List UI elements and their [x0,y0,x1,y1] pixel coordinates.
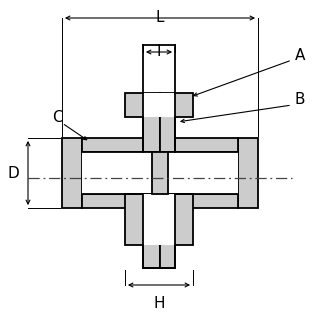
Polygon shape [143,194,175,245]
Polygon shape [82,194,238,208]
Polygon shape [82,152,238,194]
Text: B: B [295,92,306,108]
Text: A: A [295,48,305,62]
Polygon shape [125,93,160,152]
Polygon shape [160,194,193,268]
Polygon shape [62,138,82,208]
Polygon shape [238,138,258,208]
Text: C: C [52,111,63,125]
Polygon shape [125,194,160,268]
Polygon shape [152,152,168,194]
Text: I: I [157,44,161,59]
Polygon shape [160,93,193,152]
Text: L: L [156,10,164,25]
Polygon shape [82,138,238,152]
Text: D: D [7,166,19,181]
Polygon shape [143,93,175,117]
Text: H: H [153,296,165,311]
